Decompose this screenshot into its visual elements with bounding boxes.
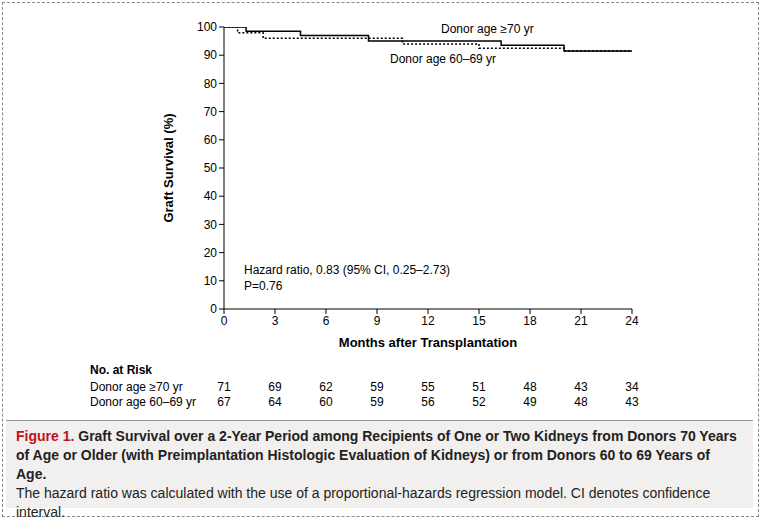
svg-text:6: 6 [323,314,330,328]
html-text:Donor age 60–69 yr: Donor age 60–69 yr [90,395,197,409]
svg-text:100: 100 [197,20,217,34]
html-text:60: 60 [319,395,333,409]
html-text:59: 59 [370,380,384,394]
svg-text:90: 90 [204,48,218,62]
html-text:62: 62 [319,380,333,394]
svg-text:20: 20 [204,246,218,260]
html-text:Figure 1. Graft Survival over: Figure 1. Graft Survival over a 2-Year P… [16,428,737,482]
svg-text:70: 70 [204,105,218,119]
svg-text:12: 12 [421,314,435,328]
html-text:Hazard ratio, 0.83 (95% CI, 0.: Hazard ratio, 0.83 (95% CI, 0.25–2.73) [244,263,451,277]
svg-text:80: 80 [204,77,218,91]
svg-text:18: 18 [523,314,537,328]
html-text:Donor age 60–69 yr: Donor age 60–69 yr [390,52,497,66]
svg-text:3: 3 [272,314,279,328]
html-text:56: 56 [421,395,435,409]
html-text:The hazard ratio was calculate: The hazard ratio was calculated with the… [16,485,711,519]
svg-text:60: 60 [204,133,218,147]
svg-text:0: 0 [210,302,217,316]
html-text:48: 48 [523,380,537,394]
html-text:Donor age ≥70 yr: Donor age ≥70 yr [441,22,534,36]
svg-text:21: 21 [574,314,588,328]
html-text:Donor age ≥70 yr: Donor age ≥70 yr [90,380,183,394]
html-text:P=0.76: P=0.76 [244,279,283,293]
html-text:No. at Risk: No. at Risk [90,363,152,377]
html-text:55: 55 [421,380,435,394]
html-text:69: 69 [268,380,282,394]
svg-text:50: 50 [204,161,218,175]
svg-text:9: 9 [374,314,381,328]
svg-text:24: 24 [625,314,639,328]
svg-text:30: 30 [204,218,218,232]
svg-text:Months after Transplantation: Months after Transplantation [339,335,517,350]
svg-text:0: 0 [221,314,228,328]
html-text:71: 71 [217,380,231,394]
html-text:34: 34 [625,380,639,394]
html-text:49: 49 [523,395,537,409]
html-text:59: 59 [370,395,384,409]
html-text:43: 43 [574,380,588,394]
svg-text:10: 10 [204,274,218,288]
html-text:52: 52 [472,395,486,409]
html-text:48: 48 [574,395,588,409]
svg-text:Graft Survival (%): Graft Survival (%) [161,113,176,222]
svg-text:15: 15 [472,314,486,328]
html-text:51: 51 [472,380,486,394]
html-text:64: 64 [268,395,282,409]
html-text:43: 43 [625,395,639,409]
svg-text:40: 40 [204,189,218,203]
html-text:67: 67 [217,395,231,409]
